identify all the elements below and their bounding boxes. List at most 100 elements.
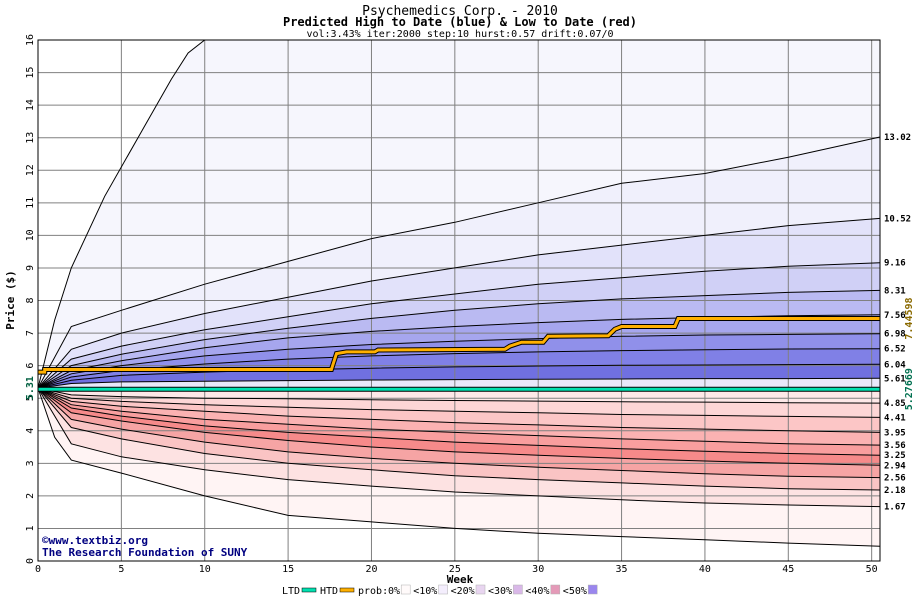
high-band-1 xyxy=(38,218,880,389)
y-tick-label: 8 xyxy=(25,297,36,303)
low-percentile-curve-0 xyxy=(37,387,881,404)
outer-low-curve xyxy=(37,387,881,547)
outer-high-curve xyxy=(37,39,880,389)
y-tick-label: 14 xyxy=(25,99,36,111)
legend-item-label: <50% xyxy=(563,586,587,597)
x-tick-label: 40 xyxy=(699,564,711,575)
legend-item-swatch xyxy=(400,584,411,595)
end-label-8: 5.61 xyxy=(884,374,906,384)
low-percentile-curve-3 xyxy=(37,387,881,446)
y-tick-label: 1 xyxy=(25,525,36,531)
end-value-labels: 13.02 10.52 9.16 8.31 7.56 6.98 6.52 6.04 5.61 4.… xyxy=(884,133,915,513)
x-tick-label: 25 xyxy=(449,564,461,575)
legend-ltd-label: LTD xyxy=(282,586,300,597)
x-tick-label: 50 xyxy=(866,564,878,575)
x-tick-label: 15 xyxy=(282,564,294,575)
legend-item-swatch xyxy=(475,584,486,595)
y-tick-label: 15 xyxy=(25,67,36,79)
end-label-4: 7.56 xyxy=(884,311,906,321)
high-band-2 xyxy=(38,262,880,389)
y-tick-label: 7 xyxy=(25,330,36,336)
legend-item-label: 0% xyxy=(388,586,400,597)
y-tick-label: 6 xyxy=(25,363,36,369)
credit-org: The Research Foundation of SUNY xyxy=(42,546,248,559)
htd-line xyxy=(38,317,880,374)
x-tick-label: 0 xyxy=(35,564,41,575)
end-label-3: 8.31 xyxy=(884,286,906,296)
high-percentile-curve-2 xyxy=(37,262,881,389)
y-tick-label: 10 xyxy=(25,229,36,241)
x-tick-label: 35 xyxy=(616,564,628,575)
end-label-16: 2.18 xyxy=(884,486,906,496)
y-tick-label: 13 xyxy=(25,132,36,144)
credit-site-text: www.textbiz.org xyxy=(49,534,148,547)
start-price-label: 5.31 xyxy=(25,376,36,400)
y-tick-label: 0 xyxy=(25,558,36,564)
legend-item-swatch xyxy=(513,584,523,595)
y-tick-label: 4 xyxy=(25,428,36,434)
high-percentile-curve-0 xyxy=(37,136,881,389)
low-band-5 xyxy=(38,388,880,466)
low-band-2 xyxy=(38,388,880,433)
end-label-13: 3.25 xyxy=(884,451,906,461)
end-label-17: 1.67 xyxy=(884,503,906,513)
low-percentile-curve-4 xyxy=(37,387,881,456)
low-percentile-curve-7 xyxy=(37,387,881,491)
end-label-10: 4.41 xyxy=(884,413,906,423)
legend-ltd-swatch xyxy=(301,587,317,593)
chart-subtitle: Predicted High to Date (blue) & Low to D… xyxy=(283,15,637,29)
y-tick-label: 5 xyxy=(25,395,36,401)
x-tick-label: 20 xyxy=(365,564,377,575)
legend: LTD HTD prob: 0% <10% <20% <30% <40% <50% xyxy=(282,584,598,597)
high-band-3 xyxy=(38,290,880,389)
chart-title: Psychemedics Corp. - 2010 xyxy=(362,4,558,19)
legend-item-label: <40% xyxy=(525,586,549,597)
copyright-icon: © xyxy=(42,534,49,547)
low-percentile-curve-2 xyxy=(37,387,881,433)
x-tick-label: 10 xyxy=(199,564,211,575)
x-axis-label: Week xyxy=(447,573,474,586)
end-label-14: 2.94 xyxy=(884,461,906,471)
legend-prob-label: prob: xyxy=(358,586,388,597)
high-band-0 xyxy=(38,137,880,389)
y-axis-label: Price ($) xyxy=(4,270,17,330)
htd-end-label: 7.44598 xyxy=(904,297,915,339)
legend-item-swatch xyxy=(587,584,598,595)
high-percentile-curve-8 xyxy=(37,377,881,389)
legend-htd-label: HTD xyxy=(320,586,338,597)
end-label-9: 4.85 xyxy=(884,399,906,409)
high-percentile-curve-1 xyxy=(37,217,881,389)
high-band-6 xyxy=(38,348,880,389)
end-label-5: 6.98 xyxy=(884,330,906,340)
high-band-7 xyxy=(38,364,880,389)
price-series xyxy=(38,316,880,392)
high-percentile-curve-7 xyxy=(37,363,881,389)
low-percentile-curve-6 xyxy=(37,387,881,479)
y-tick-label: 9 xyxy=(25,265,36,271)
y-tick-label: 12 xyxy=(25,164,36,176)
legend-item-swatch xyxy=(550,584,561,595)
chart-params: vol:3.43% iter:2000 step:10 hurst:0.57 d… xyxy=(306,29,613,40)
high-percentile-curve-3 xyxy=(37,289,881,389)
end-label-11: 3.95 xyxy=(884,428,906,438)
ltd-end-label: 5.27669 xyxy=(904,368,915,410)
y-tick-label: 2 xyxy=(25,493,36,499)
x-tick-label: 30 xyxy=(532,564,544,575)
x-tick-label: 5 xyxy=(118,564,124,575)
low-percentile-curve-1 xyxy=(37,387,881,418)
low-percentile-curve-5 xyxy=(37,387,881,466)
end-label-15: 2.56 xyxy=(884,474,906,484)
credit-site: ©www.textbiz.org xyxy=(42,534,148,547)
legend-item-label: <30% xyxy=(488,586,512,597)
end-label-7: 6.04 xyxy=(884,360,906,370)
end-label-1: 10.52 xyxy=(884,214,911,224)
low-band-0 xyxy=(38,388,880,404)
low-band-1 xyxy=(38,388,880,418)
plot-frame xyxy=(37,39,881,562)
high-band-5 xyxy=(38,333,880,389)
y-tick-label: 16 xyxy=(25,34,36,46)
percentile-curves xyxy=(37,39,881,547)
high-percentile-curve-5 xyxy=(37,333,881,389)
